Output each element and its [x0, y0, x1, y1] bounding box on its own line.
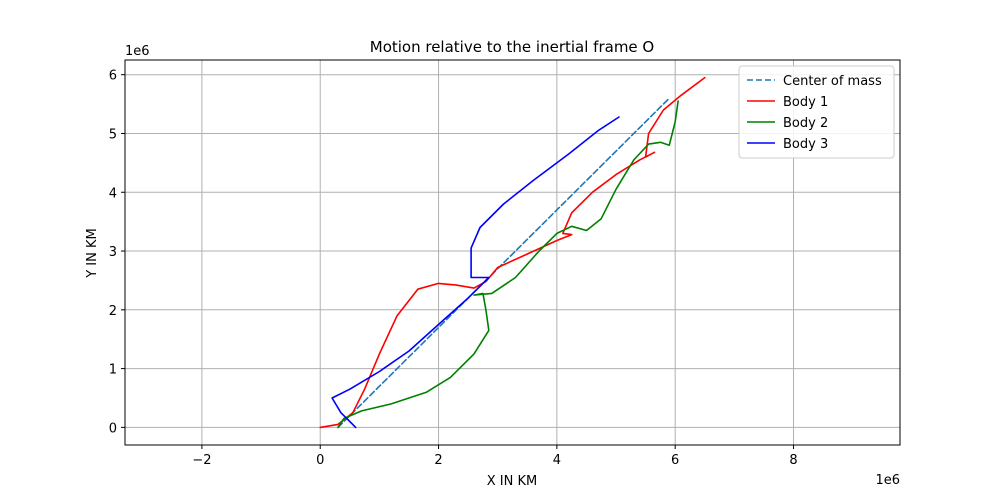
x-tick-label: 0	[316, 453, 324, 468]
y-tick-label: 6	[109, 69, 117, 84]
legend-box	[738, 65, 895, 159]
y-tick-label: 3	[109, 245, 117, 260]
chart-title: Motion relative to the inertial frame O	[370, 38, 654, 56]
grid	[125, 60, 900, 445]
y-tick-label: 4	[109, 186, 117, 201]
x-axis-label: X IN KM	[487, 474, 537, 489]
legend-label: Body 1	[783, 95, 828, 110]
x-tick-label: 4	[553, 453, 561, 468]
x-tick-label: 6	[671, 453, 679, 468]
y-tick-label: 5	[109, 127, 117, 142]
y-tick-label: 1	[109, 363, 117, 378]
legend-label: Center of mass	[783, 74, 882, 89]
series-line-1	[337, 97, 671, 429]
axes: −2 0 2 4 6 8 0 1 2 3 4 5 6	[109, 69, 798, 468]
x-offset-label: 1e6	[875, 473, 900, 488]
series-line-3	[337, 100, 679, 429]
y-axis-label: Y IN KM	[85, 228, 100, 279]
series-line-4	[331, 116, 620, 429]
legend-label: Body 3	[783, 137, 828, 152]
y-tick-label: 0	[109, 421, 117, 436]
x-tick-label: −2	[192, 453, 211, 468]
plot-frame	[124, 59, 901, 446]
legend-label: Body 2	[783, 116, 828, 131]
x-tick-label: 2	[434, 453, 442, 468]
series-layer	[319, 76, 706, 429]
legend: Center of mass Body 1 Body 2 Body 3	[738, 65, 895, 159]
y-offset-label: 1e6	[125, 44, 150, 59]
x-tick-label: 8	[789, 453, 797, 468]
y-tick-label: 2	[109, 304, 117, 319]
